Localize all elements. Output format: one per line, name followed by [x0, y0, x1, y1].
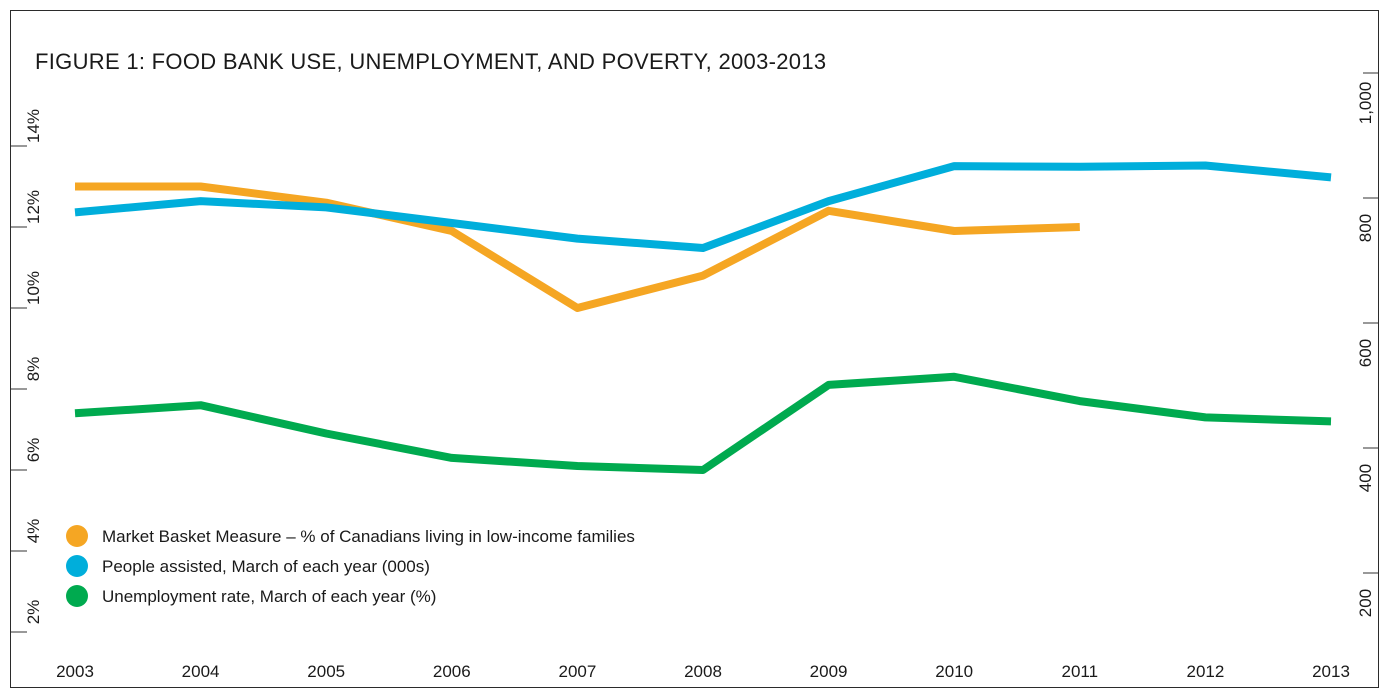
right-tick-label: 1,000 — [1356, 82, 1375, 125]
series-line — [75, 182, 1080, 312]
left-tick-label: 8% — [24, 357, 43, 382]
right-axis: 200 400 600 800 1,000 — [1356, 72, 1378, 617]
x-tick-label: 2008 — [684, 662, 722, 681]
left-tick-label: 4% — [24, 519, 43, 544]
right-tick-label: 800 — [1356, 214, 1375, 242]
x-axis: 2003 2004 2005 2006 2007 2008 2009 2010 2011 2012… — [56, 662, 1350, 681]
legend: Market Basket Measure – % of Canadians l… — [66, 525, 635, 607]
x-tick-label: 2007 — [558, 662, 596, 681]
chart-frame: FIGURE 1: FOOD BANK USE, UNEMPLOYMENT, A… — [10, 10, 1379, 688]
series-line — [74, 372, 1332, 474]
right-tick-label: 600 — [1356, 339, 1375, 367]
left-tick-label: 14% — [24, 109, 43, 143]
legend-label: People assisted, March of each year (000… — [102, 557, 430, 576]
x-tick-label: 2004 — [182, 662, 220, 681]
legend-swatch — [66, 525, 88, 547]
x-tick-label: 2011 — [1062, 662, 1099, 681]
left-tick-label: 2% — [24, 600, 43, 625]
left-tick-label: 12% — [24, 190, 43, 224]
x-tick-label: 2003 — [56, 662, 94, 681]
right-tick-label: 200 — [1356, 589, 1375, 617]
chart-svg: FIGURE 1: FOOD BANK USE, UNEMPLOYMENT, A… — [11, 49, 1378, 681]
x-tick-label: 2009 — [810, 662, 848, 681]
left-tick-label: 6% — [24, 438, 43, 463]
x-tick-label: 2006 — [433, 662, 471, 681]
x-tick-label: 2012 — [1186, 662, 1224, 681]
legend-label: Market Basket Measure – % of Canadians l… — [102, 527, 635, 546]
series-lines — [74, 161, 1332, 474]
chart-title: FIGURE 1: FOOD BANK USE, UNEMPLOYMENT, A… — [35, 49, 826, 74]
series-line — [74, 161, 1332, 252]
legend-swatch — [66, 555, 88, 577]
left-axis: 2% 4% 6% 8% 10% 12% 14% — [11, 109, 43, 633]
left-tick-label: 10% — [24, 271, 43, 305]
x-tick-label: 2013 — [1312, 662, 1350, 681]
x-tick-label: 2005 — [307, 662, 345, 681]
legend-swatch — [66, 585, 88, 607]
legend-label: Unemployment rate, March of each year (%… — [102, 587, 436, 606]
x-tick-label: 2010 — [935, 662, 973, 681]
right-tick-label: 400 — [1356, 464, 1375, 492]
